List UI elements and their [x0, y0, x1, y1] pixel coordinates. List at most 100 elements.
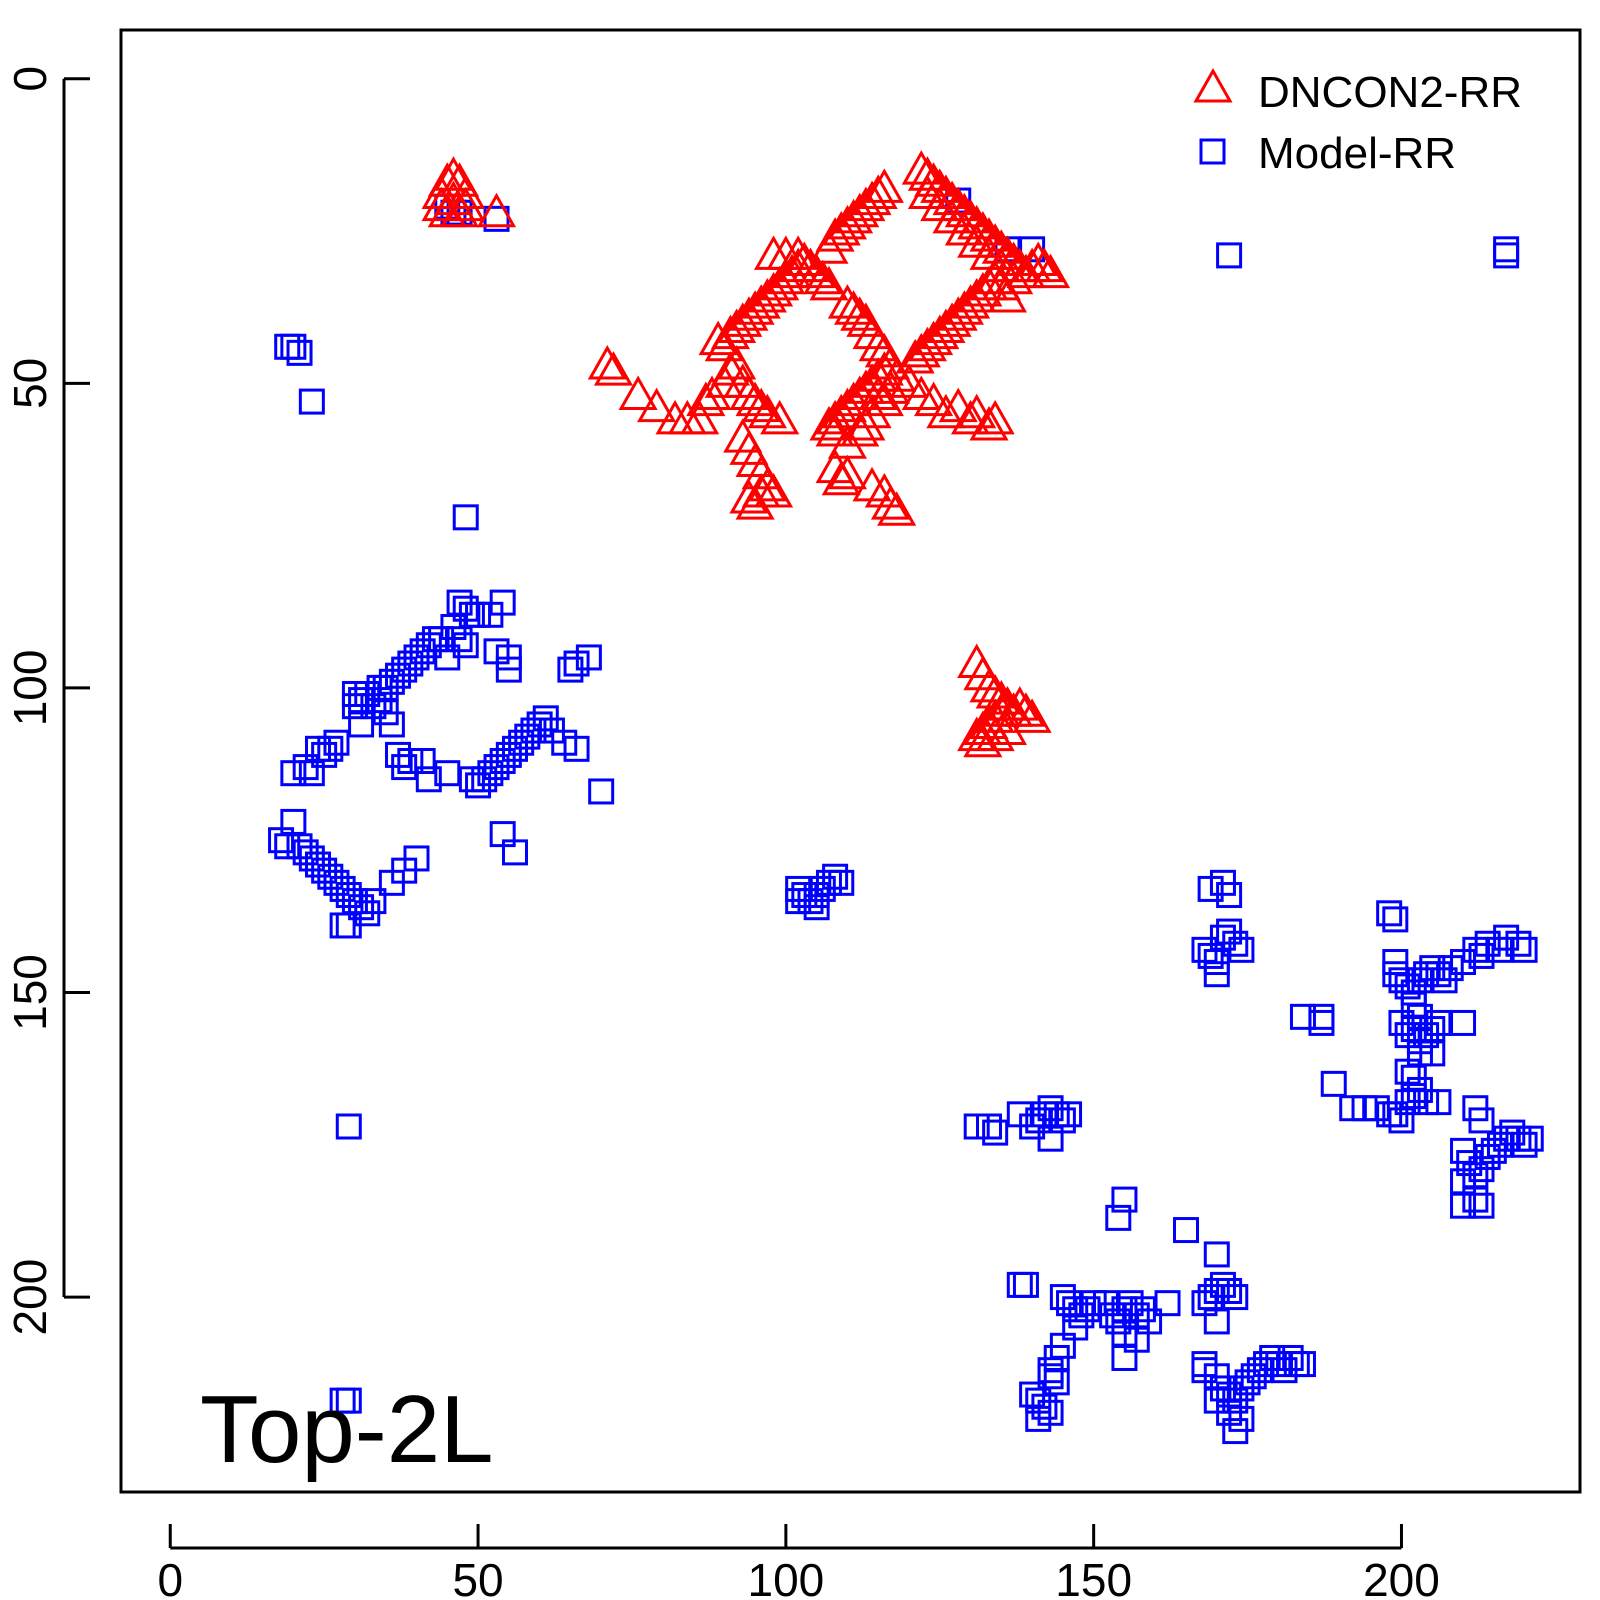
- dncon2-point-167: [1006, 692, 1046, 727]
- dncon2-point-123: [1018, 241, 1058, 276]
- model-point-82: [501, 839, 528, 866]
- model-point-56: [298, 760, 325, 787]
- dncon2-point-21: [698, 320, 738, 356]
- model-point-265: [1289, 1351, 1316, 1378]
- dncon2-point-30: [753, 271, 794, 307]
- model-point-215: [1216, 1277, 1243, 1304]
- dncon2-point-143: [950, 284, 991, 319]
- model-point-54: [323, 729, 350, 756]
- model-point-126: [1203, 961, 1230, 988]
- x-tick-label-4: 200: [1363, 1554, 1440, 1600]
- dncon2-point-155: [950, 399, 991, 435]
- model-point-248: [1037, 1363, 1064, 1390]
- dncon2-point-124: [1024, 247, 1064, 283]
- series-dncon2-rr: [421, 150, 1071, 758]
- dncon2-point-93: [846, 186, 886, 222]
- x-tick-label-3: 150: [1055, 1554, 1132, 1600]
- dncon2-point-157: [969, 405, 1009, 441]
- model-point-158: [1450, 1009, 1477, 1036]
- model-point-148: [1289, 1003, 1316, 1030]
- dncon2-point-9: [440, 192, 480, 228]
- dncon2-point-136: [907, 326, 948, 362]
- model-point-160: [1406, 1003, 1433, 1030]
- dncon2-point-82: [840, 296, 880, 331]
- model-point-48: [378, 711, 405, 738]
- dncon2-point-103: [877, 491, 917, 526]
- dncon2-point-147: [975, 259, 1015, 295]
- model-point-188: [1517, 1125, 1544, 1152]
- model-point-128: [1382, 906, 1409, 933]
- model-point-206: [1037, 1125, 1064, 1152]
- dncon2-point-79: [815, 412, 855, 447]
- model-point-194: [1468, 1107, 1495, 1134]
- y-tick-label-3: 150: [4, 954, 56, 1031]
- model-point-49: [348, 711, 375, 738]
- model-point-115: [803, 894, 830, 921]
- model-point-113: [828, 869, 855, 896]
- model-point-79: [563, 735, 590, 762]
- dncon2-point-137: [914, 320, 954, 356]
- model-point-80: [588, 778, 615, 805]
- legend-triangle-marker: [1193, 67, 1233, 103]
- dncon2-point-96: [864, 168, 904, 203]
- model-point-63: [391, 754, 418, 781]
- model-point-269: [1222, 1418, 1249, 1445]
- dncon2-point-94: [852, 180, 892, 216]
- model-point-146: [1505, 930, 1532, 957]
- model-point-208: [1111, 1186, 1138, 1213]
- model-point-221: [1012, 1271, 1039, 1298]
- dncon2-point-134: [895, 338, 935, 374]
- model-point-247: [1025, 1405, 1052, 1432]
- dncon2-point-12: [593, 351, 634, 386]
- model-point-150: [1308, 1009, 1335, 1036]
- dncon2-point-152: [914, 381, 954, 417]
- model-point-205: [1056, 1101, 1083, 1128]
- dncon2-point-19: [692, 375, 732, 410]
- y-tick-label-0: 0: [4, 66, 56, 92]
- dncon2-point-25: [723, 302, 763, 337]
- dncon2-point-63: [827, 387, 867, 423]
- dncon2-point-56: [729, 479, 769, 514]
- dncon2-point-141: [938, 296, 978, 331]
- dncon2-point-89: [821, 210, 861, 246]
- dncon2-point-55: [747, 466, 787, 502]
- model-point-210: [1203, 1241, 1230, 1268]
- dncon2-point-11: [587, 344, 627, 380]
- dncon2-point-18: [686, 381, 726, 417]
- model-point-187: [1511, 1131, 1538, 1158]
- dncon2-point-48: [741, 387, 781, 423]
- model-point-104: [335, 1113, 362, 1140]
- points-layer: [268, 150, 1544, 1445]
- model-point-103: [403, 845, 430, 872]
- model-point-216: [1222, 1284, 1249, 1311]
- model-point-162: [1419, 1040, 1446, 1067]
- dncon2-point-64: [834, 381, 874, 417]
- dncon2-point-38: [803, 259, 843, 295]
- model-point-44: [415, 632, 442, 659]
- legend-label-dncon2: DNCON2-RR: [1258, 68, 1522, 117]
- dncon2-point-149: [987, 277, 1028, 313]
- dncon2-point-130: [957, 223, 997, 258]
- dncon2-point-90: [827, 204, 867, 240]
- model-point-157: [1425, 1009, 1452, 1036]
- dncon2-point-37: [797, 253, 837, 289]
- dncon2-point-10: [476, 192, 517, 228]
- model-point-57: [280, 760, 307, 787]
- model-point-100: [335, 912, 362, 939]
- model-point-165: [1320, 1070, 1347, 1097]
- dncon2-point-99: [827, 454, 867, 490]
- dncon2-point-42: [778, 235, 818, 270]
- dncon2-point-81: [834, 290, 874, 325]
- model-point-242: [1111, 1344, 1138, 1371]
- dncon2-point-76: [846, 405, 886, 441]
- model-point-6: [1493, 242, 1520, 269]
- dncon2-point-39: [809, 265, 849, 301]
- legend-label-model: Model-RR: [1258, 129, 1456, 178]
- dncon2-point-24: [717, 308, 757, 343]
- model-point-217: [1203, 1308, 1230, 1335]
- x-tick-label-1: 50: [452, 1554, 503, 1600]
- dncon2-point-176: [975, 716, 1015, 752]
- model-point-61: [415, 766, 442, 793]
- model-point-13: [298, 388, 325, 415]
- model-point-114: [785, 888, 812, 915]
